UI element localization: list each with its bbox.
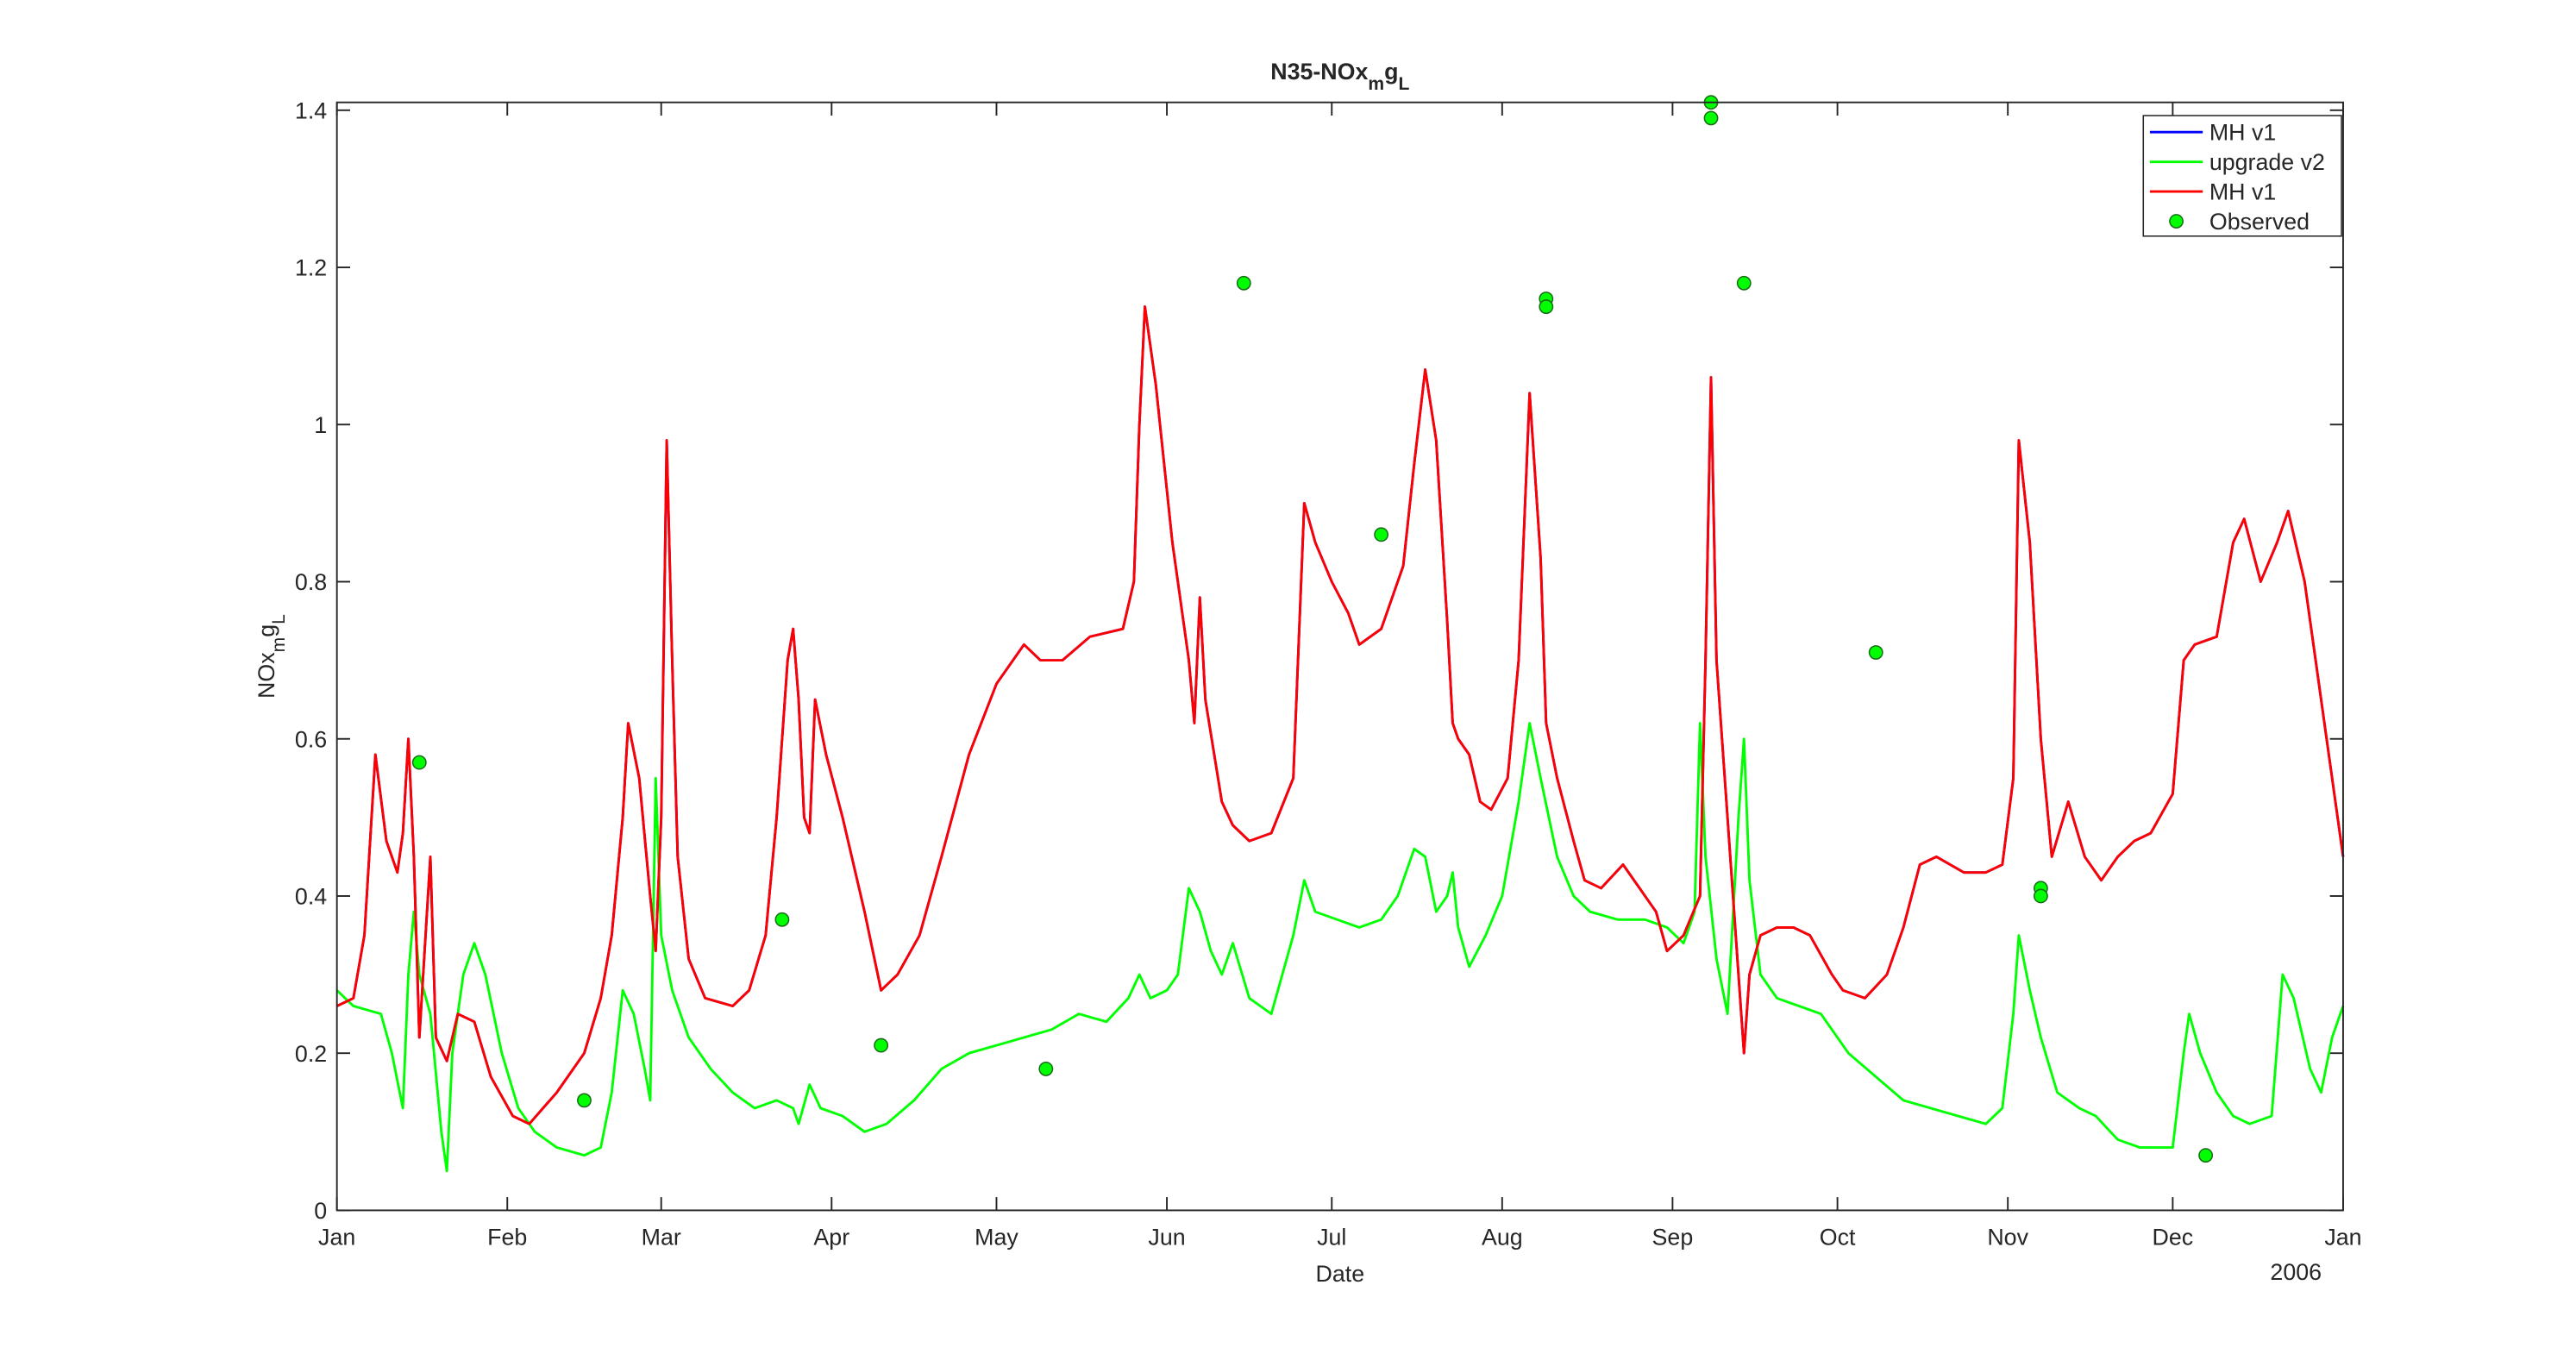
y-tick-label: 0.4 (295, 884, 327, 910)
chart-title: N35-NOxmgL (1270, 59, 1409, 94)
y-axis-label-part: L (268, 614, 288, 624)
legend-label: MH v1 (2209, 179, 2276, 205)
observed-point (1703, 110, 1719, 126)
observed-point (2198, 1148, 2214, 1163)
legend-label: MH v1 (2209, 120, 2276, 146)
chart-title-part: g (1384, 59, 1398, 85)
x-tick-label: Dec (2153, 1225, 2194, 1251)
observed-point (874, 1037, 889, 1053)
x-tick-label: Apr (813, 1225, 849, 1251)
chart-title-part: m (1368, 73, 1384, 93)
x-axis-label: Date (1316, 1261, 1365, 1287)
observed-point (1539, 299, 1554, 315)
legend-marker (2169, 214, 2184, 229)
x-axis-year: 2006 (2270, 1259, 2322, 1285)
observed-point (774, 912, 790, 927)
observed-point (1038, 1061, 1054, 1076)
x-tick-label: Jan (2324, 1225, 2361, 1251)
legend-label: upgrade v2 (2209, 149, 2325, 175)
observed-point (1736, 275, 1752, 291)
y-tick-label: 0.6 (295, 726, 327, 752)
x-tick-label: Jun (1148, 1225, 1185, 1251)
y-tick-label: 0 (314, 1198, 327, 1224)
chart-title-part: L (1399, 73, 1410, 93)
chart-title-part: N35-NOx (1270, 59, 1368, 85)
y-axis-label: NOxmgL (254, 614, 288, 699)
observed-point (411, 755, 427, 770)
legend-label: Observed (2209, 209, 2310, 235)
y-tick-label: 1 (314, 412, 327, 438)
observed-point (1374, 527, 1389, 542)
observed-point (577, 1093, 592, 1108)
observed-point (1236, 275, 1251, 291)
x-tick-label: Sep (1652, 1225, 1694, 1251)
y-axis-label-part: NOx (254, 652, 279, 699)
axes-box (335, 101, 2344, 1212)
y-tick-label: 1.2 (295, 255, 327, 281)
series-line (335, 722, 2345, 1173)
x-tick-label: Jul (1317, 1225, 1346, 1251)
observed-point (2033, 888, 2048, 904)
y-tick-label: 1.4 (295, 97, 327, 123)
x-tick-label: Nov (1987, 1225, 2028, 1251)
x-tick-label: Feb (487, 1225, 527, 1251)
x-tick-label: Mar (642, 1225, 681, 1251)
observed-point (1868, 645, 1883, 660)
x-tick-label: Aug (1482, 1225, 1523, 1251)
y-axis-label-part: g (254, 624, 279, 637)
x-tick-label: Oct (1820, 1225, 1856, 1251)
y-axis-label-part: m (268, 637, 288, 653)
x-tick-label: May (975, 1225, 1018, 1251)
y-tick-label: 0.8 (295, 569, 327, 595)
y-tick-label: 0.2 (295, 1041, 327, 1067)
x-tick-label: Jan (318, 1225, 355, 1251)
series-line (336, 305, 2345, 1125)
